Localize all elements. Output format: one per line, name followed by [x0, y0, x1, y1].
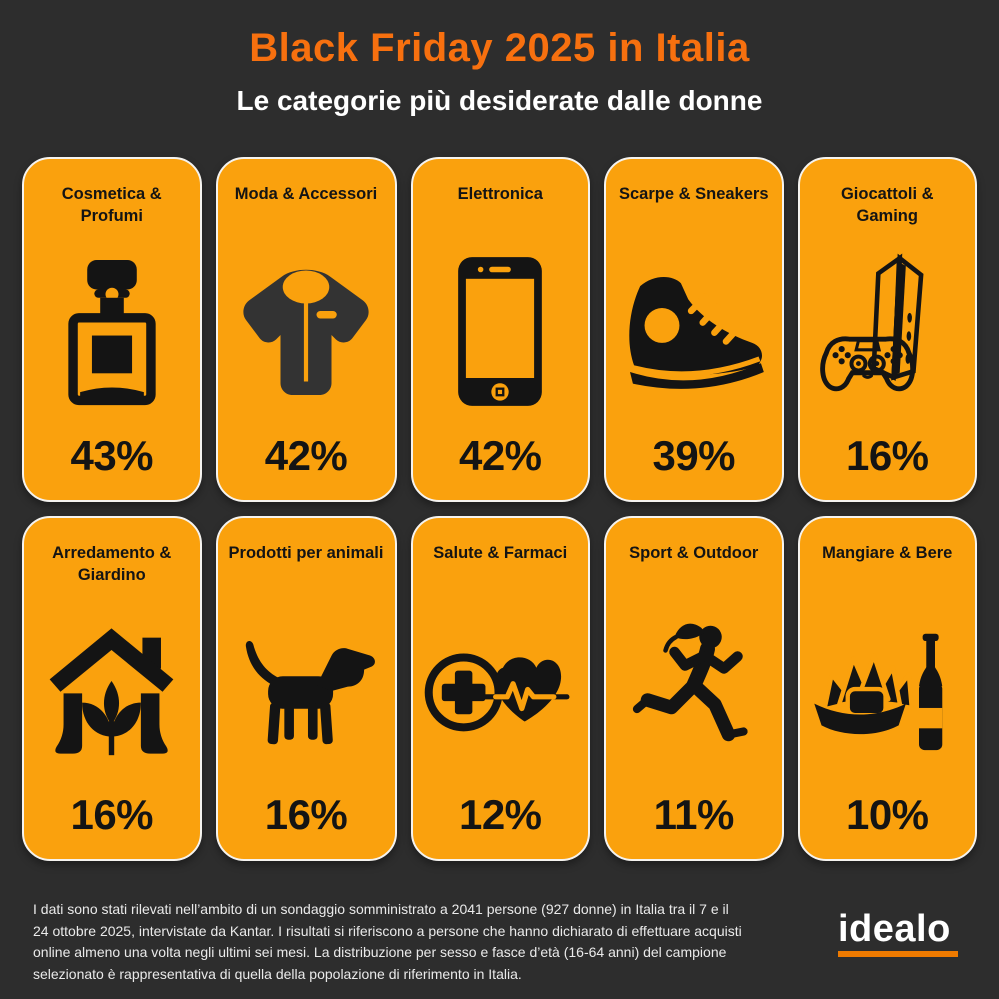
category-label: Arredamento & Giardino	[52, 544, 172, 585]
card-scarpe-sneakers: Scarpe & Sneakers 39%	[604, 157, 784, 502]
category-percentage: 11%	[653, 791, 735, 838]
page-title: Black Friday 2025 in Italia	[249, 26, 750, 70]
category-percentage: 12%	[458, 791, 542, 838]
category-label: Mangiare & Bere	[822, 544, 953, 562]
perfume-bottle-icon	[30, 231, 194, 432]
card-cosmetica-profumi: Cosmetica & Profumi 43%	[22, 157, 202, 502]
card-prodotti-animali: Prodotti per animali	[215, 516, 397, 861]
card-elettronica: Elettronica 42%	[410, 157, 590, 502]
category-label: Scarpe & Sneakers	[618, 185, 769, 203]
category-label: Cosmetica & Profumi	[61, 185, 162, 226]
category-percentage: 16%	[264, 791, 348, 838]
category-percentage: 43%	[70, 432, 154, 479]
card-mangiare-bere: Mangiare & Bere	[797, 516, 977, 861]
idealo-logo-text: idealo	[838, 908, 951, 950]
card-giocattoli-gaming: Giocattoli & Gaming	[797, 157, 977, 502]
house-plant-icon	[30, 590, 194, 791]
category-label: Sport & Outdoor	[629, 544, 759, 562]
smartphone-icon	[419, 231, 583, 432]
sneaker-icon	[612, 231, 776, 432]
card-moda-accessori: Moda & Accessori 42%	[215, 157, 397, 502]
category-grid: Cosmetica & Profumi 43% Moda & Accessori	[22, 157, 977, 861]
category-label: Giocattoli & Gaming	[840, 185, 934, 226]
dog-icon	[224, 590, 389, 791]
food-wine-icon	[806, 590, 970, 791]
category-percentage: 39%	[652, 432, 736, 479]
category-percentage: 16%	[70, 791, 154, 838]
disclaimer-text: I dati sono stati rilevati nell’ambito d…	[33, 901, 742, 982]
card-salute-farmaci: Salute & Farmaci 12%	[410, 516, 590, 861]
runner-icon	[612, 590, 776, 791]
category-label: Moda & Accessori	[234, 185, 378, 203]
idealo-logo-underline	[838, 951, 958, 957]
tshirt-icon	[224, 231, 389, 432]
category-percentage: 42%	[458, 432, 542, 479]
card-sport-outdoor: Sport & Outdoor 11%	[604, 516, 784, 861]
category-percentage: 10%	[845, 791, 929, 838]
category-percentage: 42%	[264, 432, 348, 479]
category-label: Elettronica	[457, 185, 543, 203]
card-arredamento-giardino: Arredamento & Giardino 16%	[22, 516, 202, 861]
page-subtitle: Le categorie più desiderate dalle donne	[236, 85, 763, 116]
category-label: Salute & Farmaci	[433, 544, 568, 562]
game-console-icon	[806, 231, 970, 432]
idealo-logo: idealo	[838, 910, 960, 957]
category-percentage: 16%	[845, 432, 929, 479]
health-icon	[419, 590, 583, 791]
header: Black Friday 2025 in Italia Le categorie…	[0, 0, 999, 117]
category-label: Prodotti per animali	[228, 544, 384, 562]
